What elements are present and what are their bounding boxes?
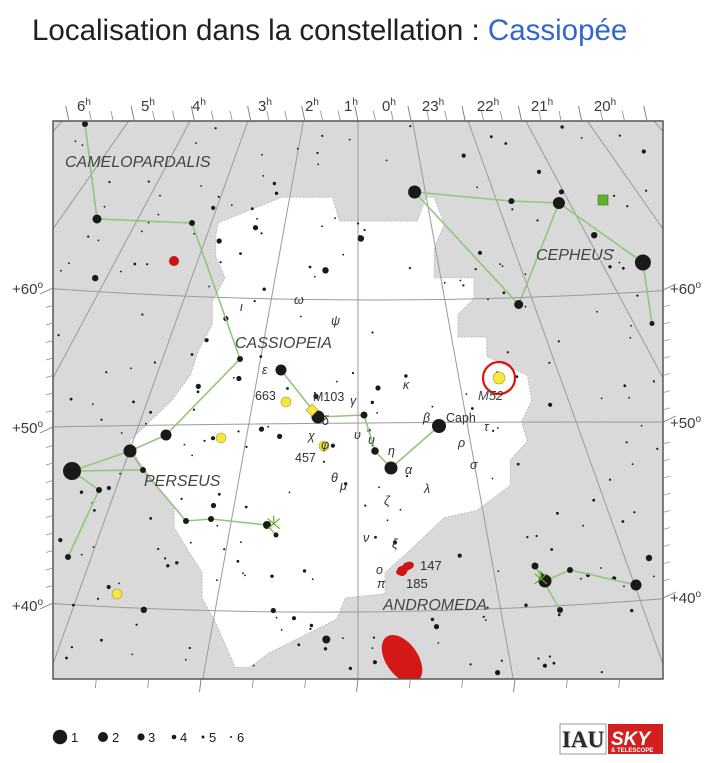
- svg-text:M103: M103: [313, 390, 344, 404]
- svg-text:2h: 2h: [305, 97, 319, 115]
- svg-text:λ: λ: [423, 482, 430, 496]
- svg-text:ANDROMEDA: ANDROMEDA: [382, 597, 487, 614]
- svg-text:6h: 6h: [77, 97, 91, 115]
- svg-text:3h: 3h: [258, 97, 272, 115]
- svg-text:CEPHEUS: CEPHEUS: [536, 247, 614, 264]
- svg-text:1: 1: [71, 730, 78, 745]
- svg-text:+60o: +60o: [670, 280, 701, 298]
- svg-text:0h: 0h: [382, 97, 396, 115]
- svg-text:δ: δ: [322, 414, 330, 428]
- svg-text:+40o: +40o: [12, 597, 43, 615]
- svg-text:χ: χ: [307, 429, 315, 443]
- svg-text:SKY: SKY: [611, 729, 652, 750]
- svg-text:5: 5: [209, 730, 216, 745]
- svg-text:IAU: IAU: [562, 727, 605, 752]
- svg-text:β: β: [422, 411, 430, 425]
- svg-text:147: 147: [420, 558, 442, 573]
- svg-text:α: α: [405, 463, 413, 477]
- svg-text:3: 3: [148, 730, 155, 745]
- svg-text:2: 2: [112, 730, 119, 745]
- svg-text:κ: κ: [403, 378, 410, 392]
- svg-text:θ: θ: [331, 471, 338, 485]
- svg-text:23h: 23h: [422, 97, 444, 115]
- svg-text:ψ: ψ: [331, 314, 340, 328]
- svg-text:185: 185: [406, 576, 428, 591]
- svg-text:M52: M52: [478, 388, 504, 403]
- svg-text:ω: ω: [294, 293, 304, 307]
- svg-text:+60o: +60o: [12, 280, 43, 298]
- svg-text:υ: υ: [368, 433, 375, 447]
- svg-text:μ: μ: [339, 479, 347, 493]
- svg-text:ε: ε: [262, 363, 268, 377]
- svg-text:CASSIOPEIA: CASSIOPEIA: [235, 335, 332, 352]
- svg-text:663: 663: [255, 389, 276, 403]
- svg-text:υ: υ: [354, 428, 361, 442]
- svg-text:21h: 21h: [531, 97, 553, 115]
- svg-text:ν: ν: [363, 531, 370, 545]
- svg-text:o: o: [376, 563, 383, 577]
- svg-text:φ: φ: [321, 438, 329, 452]
- svg-text:20h: 20h: [594, 97, 616, 115]
- svg-text:η: η: [388, 444, 395, 458]
- svg-text:457: 457: [295, 451, 316, 465]
- svg-text:6: 6: [237, 730, 244, 745]
- svg-text:ρ: ρ: [457, 436, 465, 450]
- svg-text:& TELESCOPE: & TELESCOPE: [611, 748, 653, 754]
- svg-text:π: π: [377, 577, 386, 591]
- svg-text:PERSEUS: PERSEUS: [144, 473, 221, 490]
- svg-text:σ: σ: [470, 458, 478, 472]
- svg-text:4: 4: [180, 730, 187, 745]
- svg-text:CAMELOPARDALIS: CAMELOPARDALIS: [65, 154, 211, 171]
- svg-text:ι: ι: [240, 300, 243, 314]
- svg-text:22h: 22h: [477, 97, 499, 115]
- svg-text:+40o: +40o: [670, 589, 701, 607]
- svg-text:γ: γ: [350, 394, 357, 408]
- svg-text:4h: 4h: [192, 97, 206, 115]
- svg-text:+50o: +50o: [12, 419, 43, 437]
- svg-text:Caph: Caph: [446, 411, 476, 425]
